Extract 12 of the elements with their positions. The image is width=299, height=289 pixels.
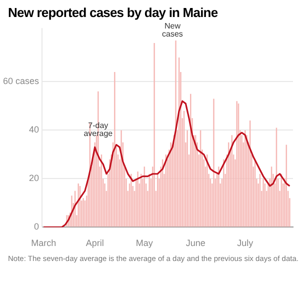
x-tick-label: July (237, 238, 254, 248)
x-tick-label: April (86, 238, 104, 248)
y-tick-label: 60 cases (2, 76, 40, 86)
y-tick-label: 20 (29, 173, 40, 184)
annotation: New cases (162, 22, 183, 39)
x-tick-label: May (136, 238, 154, 248)
y-tick-label: 40 (29, 124, 40, 135)
x-tick-label: June (186, 238, 206, 248)
x-tick-label: March (31, 238, 56, 248)
y-tick-label: 0 (34, 222, 40, 232)
annotation: 7-day average (84, 120, 114, 138)
chart-title: New reported cases by day in Maine (8, 5, 219, 20)
